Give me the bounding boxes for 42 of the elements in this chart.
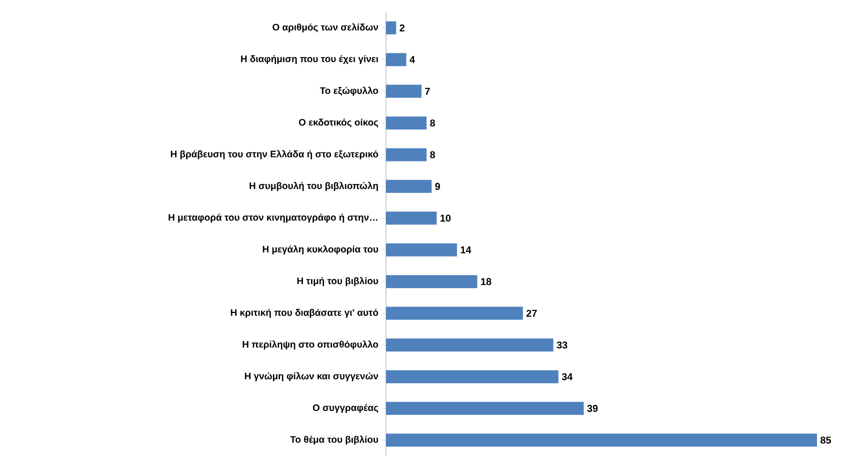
data-label: 33 [556,341,568,349]
y-tick-label: Η βράβευση του στην Ελλάδα ή στο εξωτερικό [170,150,378,160]
y-tick-label: Το εξώφυλλο [320,86,378,96]
bar [386,180,432,193]
y-tick-label: Ο συγγραφέας [312,404,378,413]
data-label: 4 [410,56,415,63]
data-label: 34 [562,373,573,380]
y-tick-label: Η τιμή του βιβλίου [297,277,378,286]
bar [386,21,396,34]
data-label: 27 [526,310,537,317]
bar [386,434,818,447]
bar [386,402,584,415]
bar [386,212,437,225]
bar [386,243,457,256]
y-tick-label: Η περίληψη στο οπισθόφυλλο [242,340,378,350]
y-tick-label: Η μεγάλη κυκλοφορία του [262,245,378,254]
y-tick-label: Ο αριθμός των σελίδων [272,23,378,32]
bar [386,116,427,130]
y-tick-label: Η γνώμη φίλων και συγγενών [244,372,378,382]
data-label: 39 [587,404,598,412]
bar [386,370,558,384]
data-label: 10 [440,214,451,222]
data-label: 85 [820,436,832,444]
bar [386,84,422,98]
data-label: 2 [400,24,404,32]
data-label: 14 [460,246,472,254]
y-tick-label: Το θέμα του βιβλίου [290,436,378,445]
data-label: 18 [481,278,492,286]
bar [386,306,523,320]
data-label: 8 [430,119,435,127]
bar [386,148,427,162]
y-tick-label: Η συμβουλή του βιβλιοπώλη [250,182,378,191]
y-tick-label: Η διαφήμιση που του έχει γίνει [241,55,378,64]
bar [386,338,554,352]
y-tick-label: Η κριτική που διαβάσατε γι' αυτό [230,308,378,318]
y-tick-label: Η μεταφορά του στον κινηματογράφο ή στην… [168,214,378,223]
bar [386,53,406,66]
data-label: 9 [435,182,440,190]
data-label: 8 [430,151,435,158]
bar [386,275,478,288]
data-label: 7 [425,88,430,95]
y-tick-label: Ο εκδοτικός οίκος [298,118,378,128]
